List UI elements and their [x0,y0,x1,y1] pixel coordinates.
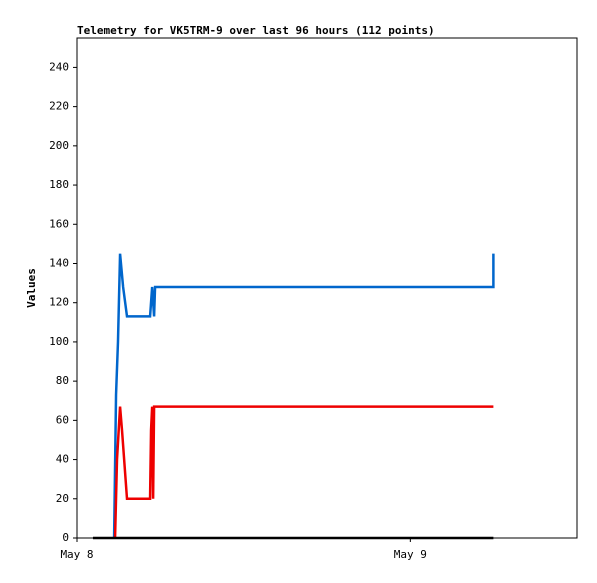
y-axis-label: Values [25,268,38,308]
x-tick-label: May 9 [394,548,427,561]
y-tick-label: 60 [56,413,69,426]
y-tick-label: 140 [49,256,69,269]
x-tick-label: May 8 [60,548,93,561]
chart-title: Telemetry for VK5TRM-9 over last 96 hour… [77,24,435,37]
y-tick-label: 180 [49,178,69,191]
y-tick-label: 160 [49,217,69,230]
y-tick-label: 100 [49,335,69,348]
y-tick-label: 40 [56,453,69,466]
y-tick-label: 220 [49,100,69,113]
y-tick-label: 80 [56,374,69,387]
y-tick-label: 200 [49,139,69,152]
y-tick-label: 20 [56,492,69,505]
y-tick-label: 120 [49,296,69,309]
series-line [112,253,495,539]
y-tick-label: 0 [62,531,69,544]
series-line [113,405,494,539]
y-tick-label: 240 [49,60,69,73]
